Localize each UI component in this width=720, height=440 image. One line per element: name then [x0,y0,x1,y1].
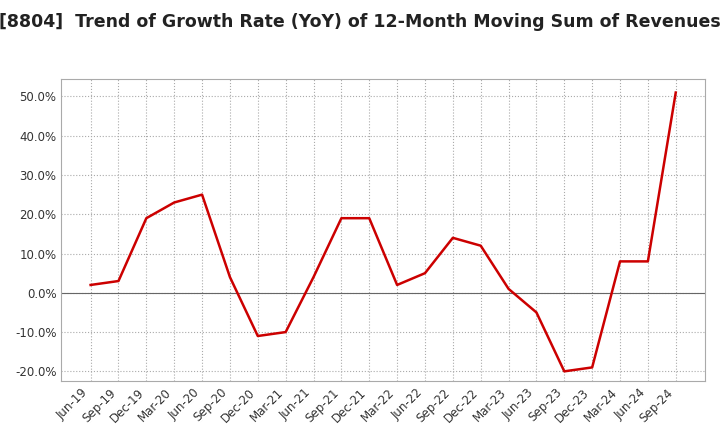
Text: [8804]  Trend of Growth Rate (YoY) of 12-Month Moving Sum of Revenues: [8804] Trend of Growth Rate (YoY) of 12-… [0,13,720,31]
